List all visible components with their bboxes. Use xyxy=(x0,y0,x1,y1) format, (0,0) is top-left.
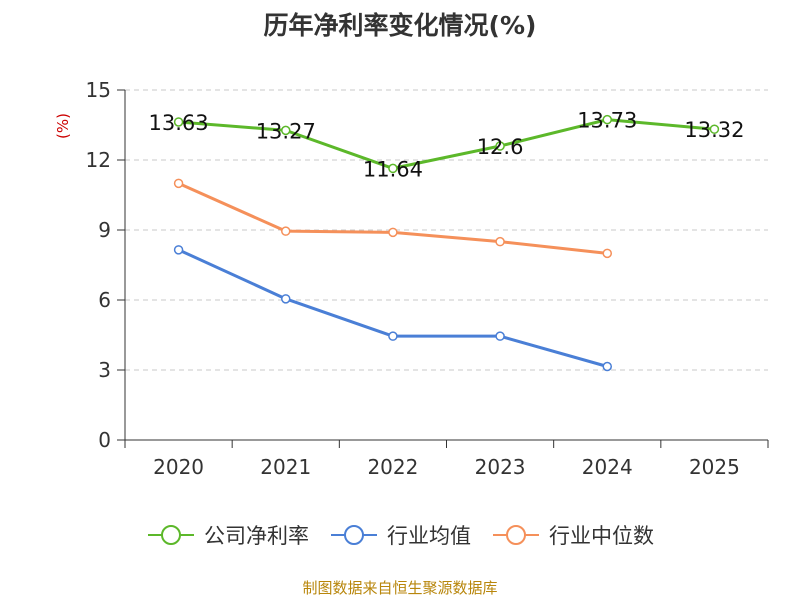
data-label: 12.6 xyxy=(477,135,524,159)
chart-title: 历年净利率变化情况(%) xyxy=(263,11,537,40)
data-point xyxy=(173,178,184,189)
y-tick-label: 6 xyxy=(98,288,111,312)
data-label: 13.32 xyxy=(684,118,744,142)
legend-item-industry-mean[interactable]: 行业均值 xyxy=(329,520,471,550)
legend-marker-icon xyxy=(148,525,194,545)
data-label: 11.64 xyxy=(363,157,423,181)
data-label-layer: 13.63 13.27 11.64 12.6 13.73 13.32 xyxy=(149,109,745,182)
data-label: 13.73 xyxy=(577,109,637,133)
data-point xyxy=(495,331,505,341)
y-tick-label: 12 xyxy=(86,148,111,172)
series-line xyxy=(177,181,608,255)
series-line xyxy=(178,118,715,170)
data-point xyxy=(388,227,398,238)
y-axis-label: (%) xyxy=(54,113,72,139)
x-tick-label: 2021 xyxy=(260,455,311,479)
legend-label: 行业均值 xyxy=(387,524,471,548)
data-point xyxy=(495,236,505,247)
data-point xyxy=(602,114,612,125)
y-tick-label: 15 xyxy=(86,78,111,102)
x-tick-label: 2023 xyxy=(475,455,526,479)
x-tick-label: 2020 xyxy=(153,455,204,479)
grid-layer xyxy=(125,89,768,371)
data-point xyxy=(495,141,505,151)
data-point xyxy=(281,226,291,236)
data-point xyxy=(388,163,398,174)
data-point xyxy=(173,117,184,127)
legend-item-industry-median[interactable]: 行业中位数 xyxy=(491,520,654,550)
y-tick-label: 9 xyxy=(98,218,111,242)
legend-label: 行业中位数 xyxy=(549,524,654,548)
data-label: 13.63 xyxy=(149,111,209,135)
x-tick-label: 2024 xyxy=(582,455,633,479)
legend-marker-icon xyxy=(493,525,539,545)
legend-item-company-net-margin[interactable]: 公司净利率 xyxy=(146,520,309,550)
data-point xyxy=(388,331,398,341)
legend-marker-icon xyxy=(331,525,377,545)
data-point xyxy=(602,248,612,259)
series-layer xyxy=(173,114,720,372)
data-point xyxy=(709,124,720,134)
axis-layer: 0 3 6 9 12 15 2020 2021 2022 2023 2024 2025 xyxy=(86,78,769,479)
data-point xyxy=(281,125,291,136)
y-tick-label: 0 xyxy=(98,428,111,452)
data-point xyxy=(173,245,184,255)
data-label: 13.27 xyxy=(256,119,316,143)
x-tick-label: 2025 xyxy=(689,455,740,479)
y-tick-label: 3 xyxy=(98,358,111,382)
x-tick-label: 2022 xyxy=(367,455,418,479)
legend-label: 公司净利率 xyxy=(204,524,309,548)
data-point xyxy=(281,294,291,304)
source-note: 制图数据来自恒生聚源数据库 xyxy=(302,579,498,597)
legend: 公司净利率 行业均值 行业中位数 xyxy=(0,520,800,550)
series-line xyxy=(177,248,608,368)
data-point xyxy=(602,361,612,372)
